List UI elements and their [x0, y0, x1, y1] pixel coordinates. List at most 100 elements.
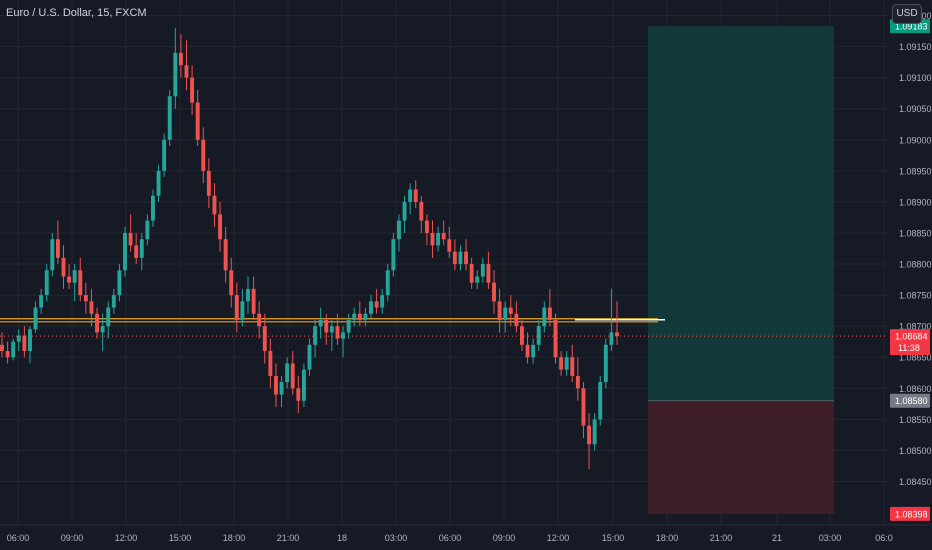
candle — [218, 201, 223, 252]
price-label: 1.08580 — [895, 396, 928, 406]
candle — [609, 288, 614, 352]
candle — [575, 357, 580, 401]
candle — [391, 232, 396, 277]
candle — [458, 245, 463, 271]
candle — [592, 413, 597, 451]
candle — [72, 264, 77, 302]
candle-body — [139, 239, 144, 258]
candle-body — [503, 307, 508, 320]
candle-body — [464, 251, 469, 265]
candle-body — [39, 295, 44, 308]
candle-body — [262, 326, 267, 352]
candle-body — [257, 313, 262, 327]
candle-body — [162, 139, 167, 171]
candle-body — [559, 357, 564, 370]
candle-body — [436, 232, 441, 246]
candle — [318, 307, 323, 339]
price-label: 1.09183 — [895, 22, 928, 32]
candle — [335, 313, 340, 345]
candle-body — [531, 344, 536, 358]
candle — [341, 326, 346, 358]
candle-body — [27, 329, 32, 352]
candle — [150, 189, 155, 227]
candle-body — [475, 276, 480, 283]
candle — [536, 319, 541, 352]
candle — [44, 264, 49, 302]
candle — [268, 338, 273, 389]
candle — [369, 295, 373, 320]
candle — [139, 232, 144, 271]
candle — [106, 301, 111, 339]
candle — [95, 307, 100, 339]
candle-body — [307, 344, 312, 370]
candle — [352, 307, 357, 327]
candle — [50, 232, 55, 277]
candle-body — [357, 313, 362, 320]
candle-body — [486, 264, 491, 283]
candle-body — [206, 170, 211, 196]
candle-body — [195, 102, 200, 140]
candle-body — [167, 96, 172, 140]
candle-body — [22, 335, 27, 352]
candle-body — [335, 326, 340, 339]
candle-body — [609, 332, 614, 345]
candle-body — [134, 245, 139, 258]
candle-body — [396, 220, 401, 240]
candle-body — [301, 369, 306, 401]
candle-body — [67, 276, 72, 283]
candle — [436, 226, 441, 252]
candle-body — [111, 295, 116, 308]
currency-button[interactable]: USD — [892, 4, 922, 24]
candle-body — [519, 326, 524, 345]
candle — [285, 357, 290, 389]
candle — [447, 226, 452, 258]
candle — [603, 338, 608, 389]
candle-body — [318, 319, 323, 327]
candle-body — [33, 307, 38, 330]
candle-body — [145, 220, 150, 240]
candle-body — [575, 375, 580, 389]
stop-zone — [648, 400, 834, 514]
candle-body — [16, 335, 21, 342]
candle-body — [514, 313, 519, 327]
candle-body — [72, 270, 77, 283]
candle — [464, 239, 469, 271]
candle — [547, 288, 552, 327]
candle — [469, 257, 474, 289]
candle-body — [61, 257, 66, 277]
candle — [273, 363, 278, 407]
candle-body — [50, 239, 55, 271]
candle-body — [587, 425, 592, 445]
candle — [514, 301, 519, 333]
candle-body — [223, 239, 228, 271]
candle-body — [83, 295, 88, 302]
candle — [307, 338, 312, 376]
candle — [27, 326, 32, 364]
price-label: 1.08398 — [895, 509, 928, 519]
candle-body — [419, 201, 424, 221]
candle-body — [95, 313, 100, 333]
candle-body — [106, 307, 111, 327]
candle — [396, 214, 401, 252]
y-tick-label: 1.08900 — [899, 197, 932, 207]
candle — [55, 220, 60, 265]
candle — [363, 307, 368, 327]
candle-body — [324, 319, 329, 333]
candle — [212, 183, 217, 227]
time-axis-bg — [0, 525, 932, 550]
candle-body — [273, 375, 278, 395]
candle-body — [363, 313, 368, 320]
candle-body — [598, 382, 603, 420]
candle-body — [128, 232, 133, 246]
candle-body — [603, 344, 608, 383]
candle — [257, 301, 262, 339]
candle — [587, 413, 592, 470]
candle — [492, 270, 496, 314]
candle — [374, 288, 379, 314]
candle-body — [173, 52, 178, 97]
candle — [33, 301, 38, 333]
candle-body — [564, 357, 569, 370]
candle-body — [55, 239, 60, 258]
candle — [615, 301, 619, 345]
